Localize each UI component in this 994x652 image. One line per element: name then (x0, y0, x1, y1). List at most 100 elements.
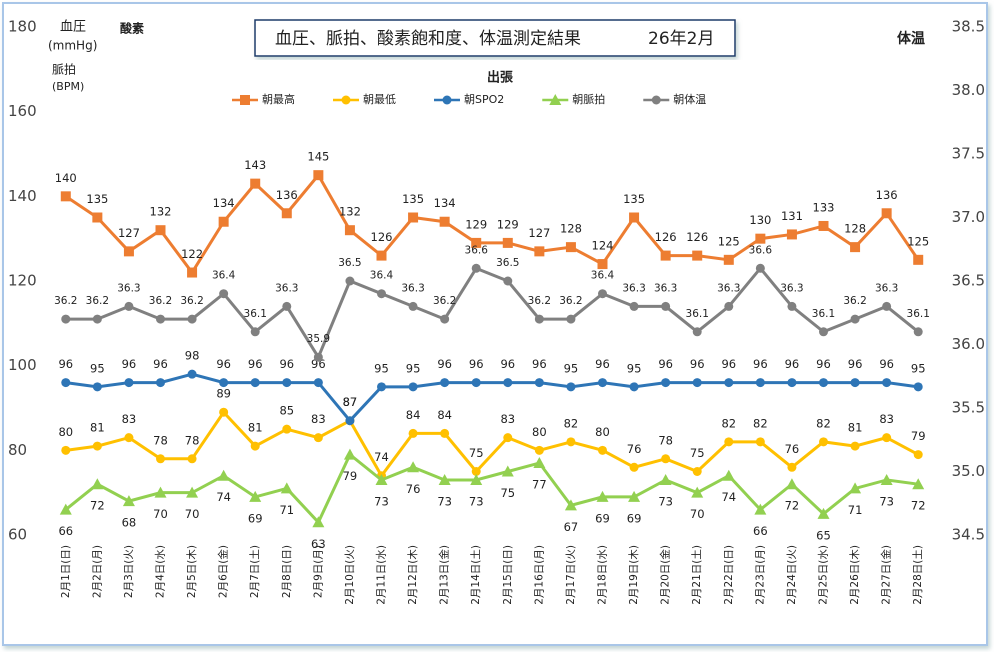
y2-tick-label: 35.0 (952, 462, 985, 480)
data-label: 76 (785, 442, 800, 456)
data-label: 72 (785, 499, 800, 513)
point (124, 301, 134, 311)
data-label: 78 (658, 433, 673, 447)
data-label: 36.3 (117, 282, 140, 294)
point (124, 378, 134, 388)
data-label: 78 (153, 433, 168, 447)
point (501, 465, 514, 477)
y-label: 血圧 (60, 20, 86, 35)
data-label: 130 (749, 213, 771, 227)
data-label: 96 (690, 357, 705, 371)
data-label: 74 (721, 490, 736, 504)
data-label: 127 (528, 226, 550, 240)
point (723, 254, 734, 265)
point (503, 433, 513, 443)
point (661, 378, 671, 388)
legend-label: 朝体温 (673, 92, 706, 106)
y-tick-label: 140 (8, 187, 37, 205)
point (629, 301, 639, 311)
point (691, 486, 704, 498)
point (629, 212, 640, 223)
point (755, 378, 765, 388)
x-tick-label: 2月22日(日) (723, 545, 735, 605)
point (913, 450, 923, 460)
legend-marker (442, 95, 452, 105)
data-label: 132 (339, 205, 361, 219)
point (819, 378, 828, 388)
data-label: 36.3 (654, 282, 677, 294)
y-tick-label: 180 (8, 18, 37, 36)
data-label: 69 (595, 511, 610, 525)
data-label: 96 (311, 357, 326, 371)
x-tick-label: 2月14日(土) (469, 545, 482, 605)
x-tick-label: 2月19日(木) (628, 545, 640, 605)
legend-marker (651, 95, 661, 105)
data-label: 89 (216, 387, 231, 401)
point (755, 437, 765, 447)
data-label: 96 (437, 357, 452, 371)
point (282, 424, 292, 434)
data-label: 82 (721, 416, 736, 430)
x-tick-label: 2月5日(木) (186, 545, 198, 598)
point (566, 314, 576, 324)
x-tick-label: 2月18日(水) (597, 545, 609, 605)
data-label: 81 (90, 421, 105, 435)
y-label: (mmHg) (48, 39, 97, 53)
y2-tick-label: 36.0 (952, 335, 985, 353)
point (882, 301, 892, 311)
point (250, 378, 260, 388)
x-tick-label: 2月15日(日) (502, 545, 514, 605)
data-label: 96 (248, 357, 263, 371)
point (533, 457, 546, 469)
point (281, 208, 292, 219)
point (377, 289, 386, 299)
data-label: 95 (406, 361, 421, 375)
data-label: 36.3 (780, 282, 803, 294)
data-label: 73 (879, 494, 894, 508)
data-label: 96 (216, 357, 231, 371)
x-tick-label: 2月7日(土) (248, 545, 261, 598)
point (881, 208, 892, 219)
point (123, 246, 134, 257)
series-line (64, 172, 920, 276)
data-label: 72 (90, 499, 105, 513)
x-tick-label: 2月13日(金) (438, 545, 451, 605)
point (534, 314, 544, 324)
data-label: 36.1 (244, 308, 267, 320)
data-label: 136 (276, 188, 298, 202)
data-label: 36.3 (875, 282, 898, 294)
legend-label: 朝最低 (363, 93, 396, 106)
point (818, 220, 829, 231)
title-box (254, 19, 736, 57)
data-label: 85 (279, 404, 294, 418)
y2-tick-label: 37.5 (952, 145, 985, 163)
data-label: 96 (122, 357, 137, 371)
point (376, 250, 387, 261)
chart-subtitle: 26年2月 (648, 29, 714, 49)
data-label: 75 (690, 446, 705, 460)
point (661, 301, 671, 311)
y-tick-label: 120 (8, 272, 37, 290)
data-label: 73 (374, 494, 389, 508)
data-label: 125 (718, 234, 740, 248)
x-tick-label: 2月9日(月) (312, 545, 324, 598)
data-label: 129 (465, 217, 487, 231)
data-label: 96 (279, 357, 294, 371)
legend-label: 朝脈拍 (572, 92, 605, 106)
data-label: 36.4 (212, 270, 236, 282)
data-label: 95 (564, 361, 579, 375)
point (755, 233, 766, 244)
data-label: 70 (153, 507, 168, 521)
legend-marker (341, 95, 351, 105)
point (849, 482, 862, 494)
point (913, 327, 923, 337)
point (280, 482, 293, 494)
point (155, 225, 166, 236)
x-tick-label: 2月25日(水) (818, 545, 830, 605)
x-tick-label: 2月28日(土) (911, 545, 924, 605)
y-label: 脈拍 (52, 62, 76, 77)
point (503, 276, 513, 286)
data-label: 96 (469, 357, 484, 371)
point (313, 433, 323, 443)
point (471, 378, 481, 388)
